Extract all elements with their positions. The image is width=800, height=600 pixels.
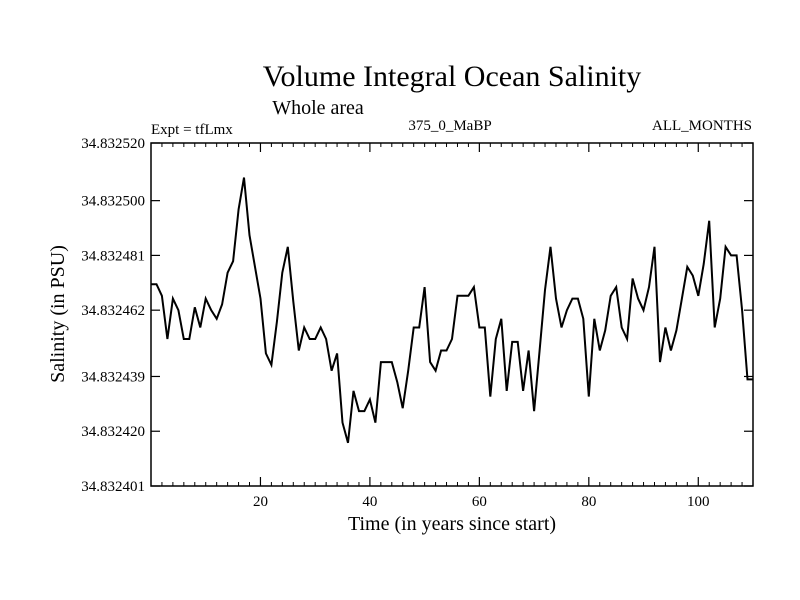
series-line-salinity: [151, 177, 753, 444]
y-tick-label: 34.832401: [81, 479, 145, 495]
run-label: 375_0_MaBP: [408, 118, 491, 134]
x-axis-label: Time (in years since start): [348, 513, 556, 535]
period-label: ALL_MONTHS: [652, 118, 752, 134]
x-tick-label: 40: [362, 494, 377, 510]
chart-subtitle: Whole area: [272, 97, 364, 119]
y-tick-label: 34.832420: [81, 424, 145, 440]
y-tick-label: 34.832500: [81, 194, 145, 210]
chart-title: Volume Integral Ocean Salinity: [263, 60, 642, 93]
y-tick-label: 34.832481: [81, 248, 145, 264]
x-tick-label: 100: [687, 494, 710, 510]
x-tick-label: 60: [472, 494, 487, 510]
y-axis-label: Salinity (in PSU): [47, 245, 69, 383]
y-tick-label: 34.832462: [81, 303, 145, 319]
x-tick-label: 20: [253, 494, 268, 510]
y-tick-label: 34.832520: [81, 136, 145, 152]
y-tick-label: 34.832439: [81, 369, 145, 385]
expt-label: Expt = tfLmx: [151, 122, 233, 138]
plot-frame: [150, 142, 754, 487]
x-tick-label: 80: [581, 494, 596, 510]
